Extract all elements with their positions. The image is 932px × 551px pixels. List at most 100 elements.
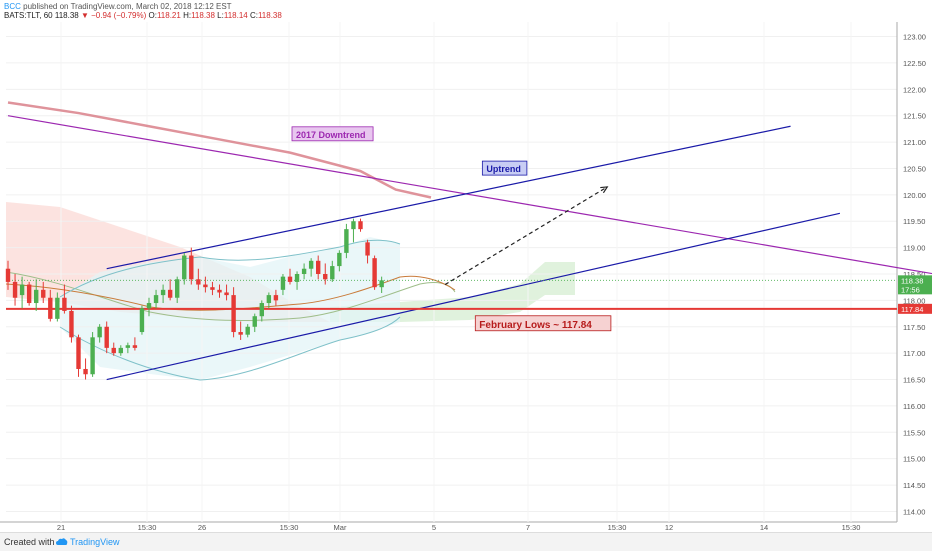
candle-body[interactable] <box>90 337 95 375</box>
y-tick-label: 116.00 <box>903 402 925 411</box>
price-axis-label-box <box>898 303 932 314</box>
author-name[interactable]: BCC <box>4 2 21 11</box>
created-with-text: Created with <box>4 537 55 547</box>
tradingview-cloud-icon <box>56 538 68 545</box>
tradingview-link[interactable]: TradingView <box>70 537 120 547</box>
candle-body[interactable] <box>12 281 18 298</box>
candle-body[interactable] <box>217 289 222 293</box>
chart-header: BCC published on TradingView.com, March … <box>0 0 932 22</box>
x-tick-label: 26 <box>198 523 206 532</box>
candle-body[interactable] <box>55 297 60 319</box>
annotation-box[interactable] <box>481 160 528 176</box>
projection-arrow-head-icon <box>600 186 609 194</box>
low-label: L: <box>217 11 224 20</box>
bollinger-lower-line <box>59 316 401 381</box>
low-value: 118.14 <box>223 11 248 20</box>
x-tick-label: 15:30 <box>608 523 627 532</box>
candle-body[interactable] <box>189 255 194 280</box>
candle-body[interactable] <box>34 289 39 304</box>
open-label: O: <box>148 11 157 20</box>
x-tick-label: Mar <box>334 523 347 532</box>
symbol-label[interactable]: BATS:TLT, 60 <box>4 11 53 20</box>
candle-body[interactable] <box>245 326 250 335</box>
candle-body[interactable] <box>19 284 25 296</box>
y-tick-label: 114.00 <box>903 507 925 516</box>
candle-body[interactable] <box>238 332 243 335</box>
bollinger-upper-line <box>59 239 401 298</box>
candle-body[interactable] <box>97 326 102 338</box>
close-value: 118.38 <box>257 11 282 20</box>
trend-line[interactable] <box>106 125 791 270</box>
candle-body[interactable] <box>125 345 131 348</box>
candle-body[interactable] <box>266 295 272 304</box>
projection-arrow-line[interactable] <box>444 186 608 286</box>
trend-line[interactable] <box>106 212 841 381</box>
candle-body[interactable] <box>358 221 363 230</box>
candle-body[interactable] <box>153 295 159 304</box>
candle-body[interactable] <box>26 284 32 304</box>
candle-body[interactable] <box>273 295 279 301</box>
symbol-line: BATS:TLT, 60 118.38 ▼ −0.94 (−0.79%) O:1… <box>4 11 282 20</box>
candle-body[interactable] <box>175 279 180 298</box>
candle-body[interactable] <box>203 284 208 288</box>
candle-body[interactable] <box>62 297 67 311</box>
candle-body[interactable] <box>323 274 328 280</box>
candle-body[interactable] <box>344 229 349 253</box>
candle-body[interactable] <box>210 287 215 290</box>
candle-body[interactable] <box>301 268 307 274</box>
candle-body[interactable] <box>224 292 229 296</box>
trend-line[interactable] <box>7 115 932 282</box>
y-tick-label: 123.00 <box>903 33 926 42</box>
x-tick-label: 15:30 <box>280 523 299 532</box>
down-arrow-icon: ▼ <box>80 11 89 20</box>
candle-body[interactable] <box>111 347 116 354</box>
candle-body[interactable] <box>132 345 138 348</box>
annotation-label: 2017 Downtrend <box>296 130 366 140</box>
price-axis-label: 117.84 <box>901 305 923 314</box>
candle-body[interactable] <box>182 255 187 280</box>
candle-body[interactable] <box>252 316 257 327</box>
candle-body[interactable] <box>139 308 145 333</box>
price-chart[interactable]: 123.00 122.50 122.00 121.50 121.00 120.50 120.… <box>0 22 932 532</box>
y-tick-label: 118.00 <box>903 296 925 305</box>
candle-body[interactable] <box>118 347 123 354</box>
candle-body[interactable] <box>69 310 74 338</box>
candle-body[interactable] <box>231 295 236 333</box>
candle-body[interactable] <box>365 242 370 256</box>
candle-body[interactable] <box>196 279 201 285</box>
candle-body[interactable] <box>372 258 377 288</box>
candle-body[interactable] <box>287 276 293 282</box>
candle-body[interactable] <box>337 252 342 267</box>
candle-body[interactable] <box>41 289 46 298</box>
y-tick-label: 117.50 <box>903 323 925 332</box>
price-axis-label-box <box>898 284 932 295</box>
candle-body[interactable] <box>104 326 109 348</box>
candle-body[interactable] <box>330 266 335 280</box>
candle-body[interactable] <box>5 268 11 282</box>
x-tick-label: 7 <box>526 523 530 532</box>
candle-body[interactable] <box>160 289 166 296</box>
candle-body[interactable] <box>308 260 314 269</box>
annotation-box[interactable] <box>291 126 374 142</box>
candle-body[interactable] <box>351 221 356 230</box>
x-tick-label: 21 <box>57 523 65 532</box>
candle-body[interactable] <box>294 274 300 282</box>
close-label: C: <box>249 11 258 20</box>
candle-body[interactable] <box>83 368 88 375</box>
y-tick-label: 119.50 <box>903 217 925 226</box>
publish-info: published on TradingView.com, March 02, … <box>23 2 232 11</box>
x-tick-label: 15:30 <box>842 523 861 532</box>
y-tick-label: 121.50 <box>903 112 926 121</box>
annotation-label: Uptrend <box>486 164 520 174</box>
high-value: 118.38 <box>191 11 215 20</box>
indicator-line <box>5 275 456 311</box>
candle-body[interactable] <box>379 280 384 288</box>
candle-body[interactable] <box>146 303 152 309</box>
candle-body[interactable] <box>316 260 321 274</box>
candle-body[interactable] <box>280 276 286 290</box>
candle-body[interactable] <box>48 297 53 319</box>
candle-body[interactable] <box>76 337 81 369</box>
candle-body[interactable] <box>167 289 173 298</box>
annotation-box[interactable] <box>474 315 612 332</box>
candle-body[interactable] <box>259 303 264 317</box>
